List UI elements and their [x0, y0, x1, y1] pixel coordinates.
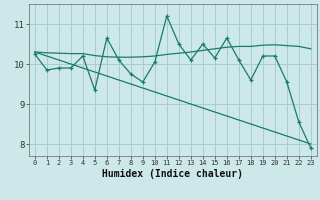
X-axis label: Humidex (Indice chaleur): Humidex (Indice chaleur) — [102, 169, 243, 179]
